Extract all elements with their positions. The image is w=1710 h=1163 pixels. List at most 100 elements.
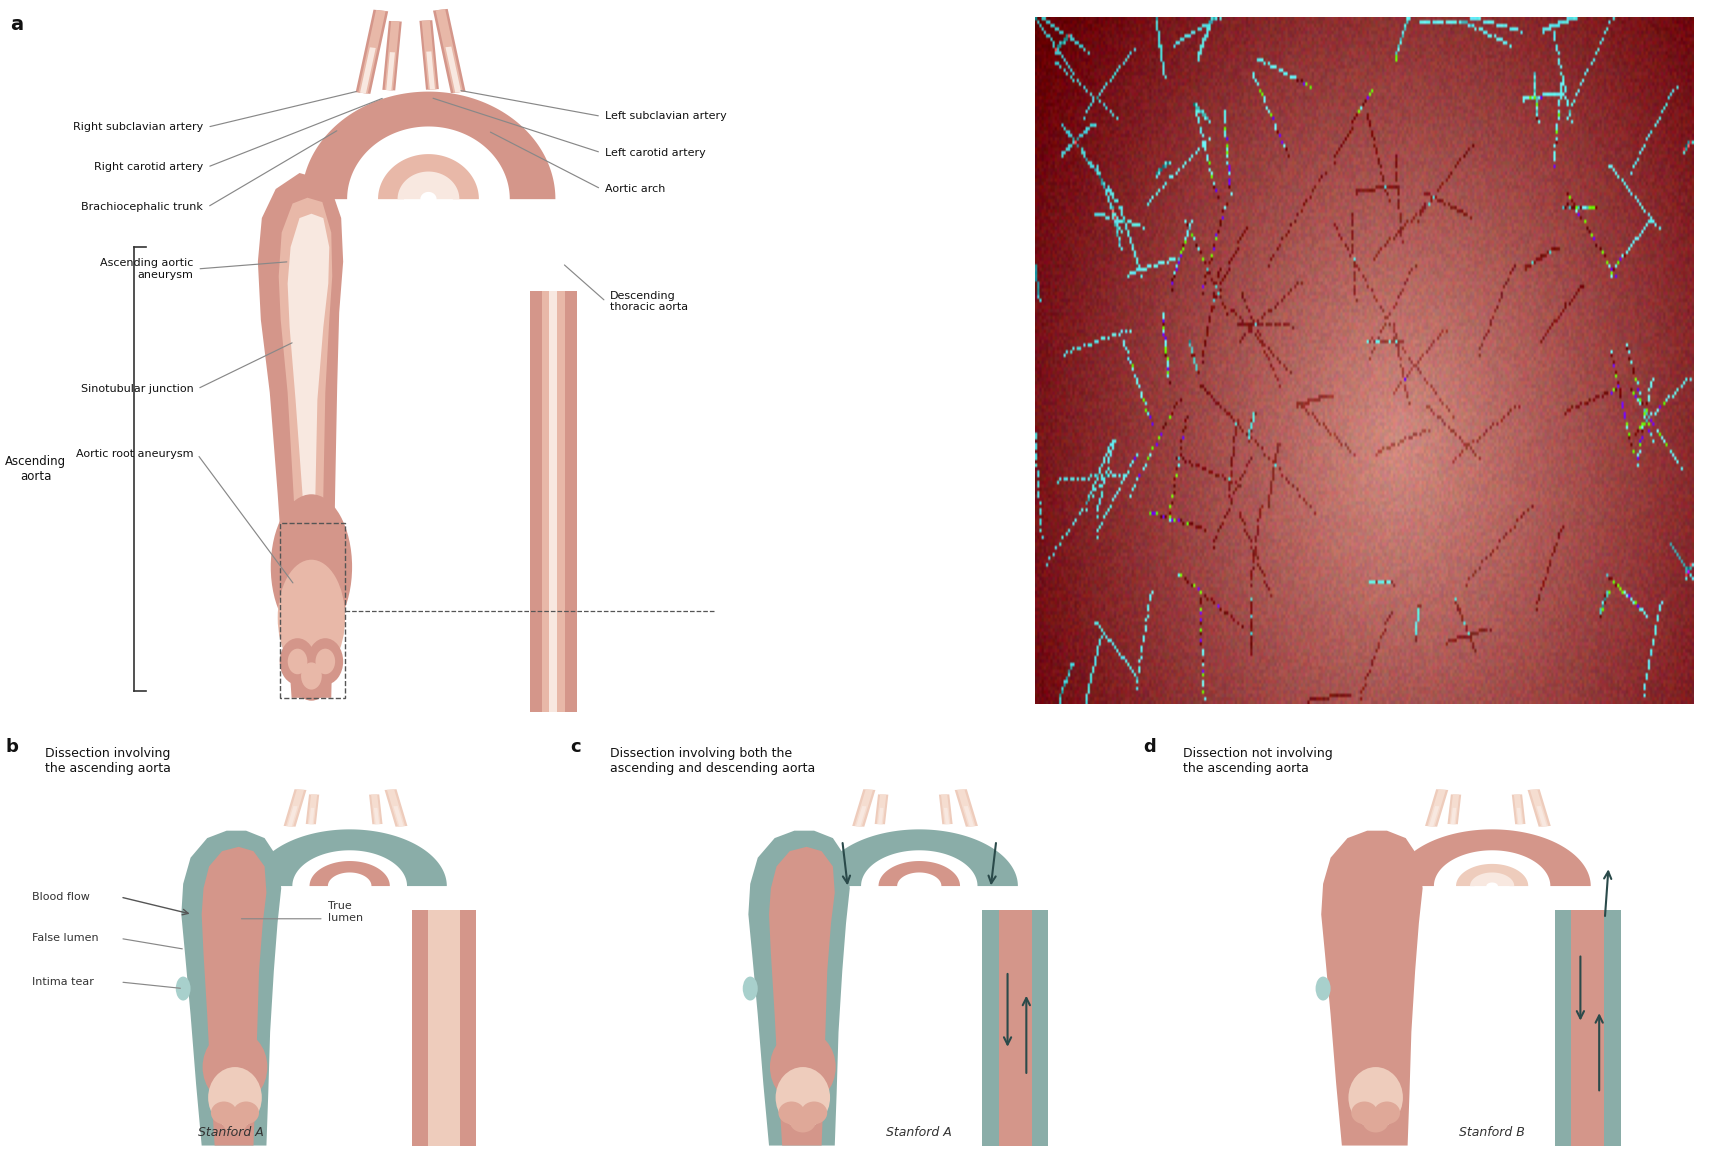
Polygon shape — [1471, 872, 1515, 886]
Polygon shape — [1517, 808, 1522, 825]
Ellipse shape — [790, 1110, 816, 1133]
Ellipse shape — [202, 1030, 267, 1104]
Polygon shape — [202, 847, 267, 1146]
Polygon shape — [1537, 806, 1548, 827]
Polygon shape — [393, 806, 404, 827]
Text: Descending
thoracic aorta: Descending thoracic aorta — [610, 291, 687, 313]
Polygon shape — [1322, 830, 1423, 1146]
Text: False lumen: False lumen — [32, 934, 99, 943]
Polygon shape — [1571, 909, 1604, 1146]
Ellipse shape — [776, 1068, 829, 1128]
Ellipse shape — [210, 1101, 236, 1125]
Polygon shape — [1554, 909, 1621, 1146]
Polygon shape — [877, 808, 884, 825]
Polygon shape — [361, 48, 376, 93]
Polygon shape — [308, 794, 316, 825]
Text: Left carotid artery: Left carotid artery — [605, 148, 706, 158]
Text: Ascending aortic
aneurysm: Ascending aortic aneurysm — [99, 258, 193, 280]
Polygon shape — [279, 198, 332, 698]
Text: Dissection involving both the
ascending and descending aorta: Dissection involving both the ascending … — [610, 747, 816, 775]
Polygon shape — [852, 790, 876, 827]
Text: a: a — [10, 14, 22, 34]
Polygon shape — [1450, 794, 1459, 825]
Polygon shape — [958, 790, 975, 827]
Ellipse shape — [308, 638, 344, 685]
Polygon shape — [422, 20, 436, 90]
Ellipse shape — [778, 1101, 805, 1125]
Ellipse shape — [176, 977, 190, 1000]
Ellipse shape — [315, 649, 335, 675]
Polygon shape — [964, 806, 975, 827]
Polygon shape — [877, 794, 886, 825]
Ellipse shape — [1349, 1068, 1402, 1128]
Ellipse shape — [277, 559, 345, 676]
Polygon shape — [821, 829, 1017, 886]
Polygon shape — [530, 291, 578, 712]
Polygon shape — [1527, 790, 1551, 827]
Text: Aortic arch: Aortic arch — [605, 184, 665, 194]
Polygon shape — [1450, 808, 1457, 825]
Polygon shape — [356, 9, 388, 94]
Ellipse shape — [292, 651, 330, 700]
Polygon shape — [383, 21, 402, 91]
Polygon shape — [954, 790, 978, 827]
Text: Stanford A: Stanford A — [198, 1126, 263, 1139]
Polygon shape — [1394, 829, 1590, 886]
Ellipse shape — [1342, 1030, 1409, 1104]
Polygon shape — [1512, 794, 1525, 825]
Text: Intima tear: Intima tear — [32, 977, 94, 987]
Polygon shape — [310, 808, 315, 825]
Ellipse shape — [287, 649, 308, 675]
Polygon shape — [879, 861, 959, 886]
Polygon shape — [357, 10, 386, 93]
Ellipse shape — [1351, 1101, 1378, 1125]
Text: Stanford A: Stanford A — [886, 1126, 952, 1139]
Text: Brachiocephalic trunk: Brachiocephalic trunk — [82, 202, 203, 212]
Polygon shape — [1428, 790, 1447, 827]
Polygon shape — [876, 794, 887, 825]
Polygon shape — [181, 830, 280, 1146]
Ellipse shape — [1315, 977, 1330, 1000]
Polygon shape — [286, 790, 304, 827]
Polygon shape — [1424, 790, 1448, 827]
Text: Stanford B: Stanford B — [1459, 1126, 1525, 1139]
Polygon shape — [436, 9, 463, 93]
Polygon shape — [287, 806, 298, 827]
Polygon shape — [385, 21, 400, 91]
Ellipse shape — [233, 1101, 258, 1125]
Ellipse shape — [1363, 1110, 1389, 1133]
Text: d: d — [1142, 737, 1156, 756]
Ellipse shape — [301, 663, 321, 690]
Polygon shape — [446, 47, 462, 93]
Polygon shape — [1430, 806, 1440, 827]
Ellipse shape — [800, 1101, 828, 1125]
Ellipse shape — [270, 494, 352, 640]
Polygon shape — [374, 808, 380, 825]
Polygon shape — [1448, 794, 1460, 825]
Polygon shape — [542, 291, 566, 712]
Polygon shape — [287, 214, 330, 698]
Polygon shape — [1513, 794, 1524, 825]
Text: Blood flow: Blood flow — [32, 892, 91, 902]
Polygon shape — [1455, 864, 1529, 886]
Polygon shape — [426, 51, 434, 90]
Polygon shape — [371, 794, 381, 825]
Text: Dissection involving
the ascending aorta: Dissection involving the ascending aorta — [44, 747, 171, 775]
Polygon shape — [253, 829, 446, 886]
Polygon shape — [306, 794, 320, 825]
Text: Ascending
aorta: Ascending aorta — [5, 455, 67, 483]
Polygon shape — [378, 155, 479, 199]
Polygon shape — [397, 172, 460, 199]
Polygon shape — [857, 806, 867, 827]
Polygon shape — [749, 830, 850, 1146]
Text: Dissection not involving
the ascending aorta: Dissection not involving the ascending a… — [1183, 747, 1332, 775]
Ellipse shape — [742, 977, 758, 1000]
Text: c: c — [569, 737, 581, 756]
Text: Sinotubular junction: Sinotubular junction — [80, 384, 193, 394]
Polygon shape — [301, 92, 556, 199]
Polygon shape — [770, 847, 834, 1146]
Polygon shape — [1530, 790, 1548, 827]
Ellipse shape — [209, 1068, 262, 1128]
Polygon shape — [310, 861, 390, 886]
Polygon shape — [939, 794, 952, 825]
